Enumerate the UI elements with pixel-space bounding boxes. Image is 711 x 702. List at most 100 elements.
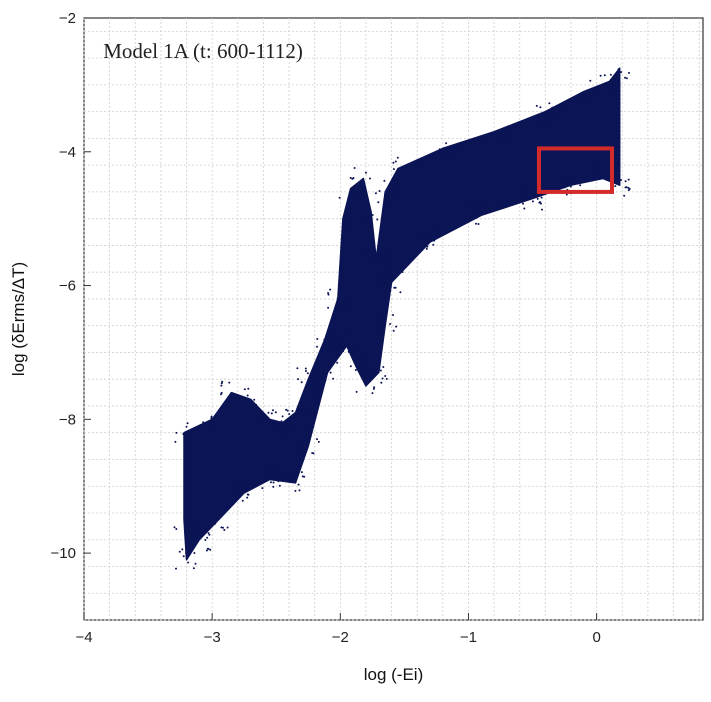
scatter-point — [278, 425, 281, 428]
x-tick-label: −2 — [332, 629, 349, 646]
y-tick-label: −10 — [51, 545, 76, 562]
scatter-point — [315, 387, 318, 389]
scatter-point — [438, 233, 441, 236]
scatter-point — [297, 378, 299, 381]
scatter-point — [383, 249, 386, 252]
scatter-point — [343, 220, 346, 223]
scatter-point — [359, 198, 362, 200]
scatter-point — [375, 258, 378, 261]
scatter-point — [243, 388, 246, 391]
scatter-point — [392, 180, 395, 183]
scatter-point — [303, 475, 306, 478]
scatter-point — [394, 160, 397, 163]
scatter-point — [522, 202, 524, 205]
scatter-point — [627, 186, 630, 189]
scatter-point — [332, 342, 335, 345]
scatter-point — [193, 552, 196, 554]
scatter-point — [277, 480, 280, 483]
scatter-point — [332, 377, 335, 380]
scatter-point — [437, 231, 440, 234]
scatter-point — [338, 343, 341, 345]
scatter-point — [606, 176, 609, 179]
scatter-point — [614, 185, 617, 188]
scatter-point — [401, 271, 404, 273]
scatter-point — [482, 211, 485, 214]
scatter-point — [585, 95, 588, 98]
scatter-point — [220, 384, 223, 387]
scatter-point — [329, 288, 332, 291]
scatter-point — [384, 267, 386, 270]
data-cloud — [173, 67, 631, 570]
scatter-point — [187, 561, 190, 564]
scatter-point — [317, 440, 320, 443]
scatter-point — [571, 178, 574, 181]
scatter-point — [355, 346, 358, 349]
scatter-point — [360, 187, 363, 190]
scatter-point — [220, 393, 222, 396]
scatter-point — [380, 248, 383, 251]
scatter-point — [334, 341, 337, 344]
scatter-point — [382, 254, 385, 257]
scatter-point — [581, 95, 584, 98]
scatter-point — [379, 369, 382, 372]
scatter-point — [368, 214, 371, 217]
scatter-point — [210, 415, 213, 418]
scatter-point — [289, 420, 291, 422]
scatter-point — [372, 376, 375, 379]
scatter-point — [396, 156, 399, 159]
scatter-point — [445, 142, 448, 145]
scatter-point — [483, 206, 486, 209]
scatter-point — [208, 533, 211, 536]
scatter-point — [418, 235, 421, 238]
scatter-point — [609, 73, 612, 76]
ticks: −4 −3 −2 −1 0−10−8−6−4−2 — [51, 10, 601, 646]
scatter-point — [349, 347, 352, 350]
scatter-point — [349, 176, 352, 179]
scatter-point — [270, 412, 273, 415]
scatter-point — [347, 212, 350, 215]
scatter-point — [381, 377, 384, 380]
scatter-point — [255, 403, 258, 406]
scatter-point — [502, 136, 505, 139]
scatter-point — [554, 113, 557, 116]
scatter-point — [352, 352, 355, 355]
scatter-point — [327, 293, 330, 296]
scatter-point — [377, 361, 380, 364]
scatter-point — [178, 550, 181, 553]
scatter-point — [336, 361, 339, 364]
scatter-point — [539, 106, 542, 109]
scatter-point — [270, 419, 273, 422]
scatter-point — [247, 387, 250, 390]
scatter-point — [355, 355, 358, 358]
scatter-point — [272, 485, 275, 488]
scatter-point — [369, 259, 372, 262]
scatter-point — [353, 358, 355, 361]
scatter-point — [288, 413, 291, 415]
scatter-point — [316, 345, 318, 348]
scatter-point — [182, 433, 185, 435]
scatter-point — [271, 409, 274, 412]
scatter-point — [542, 121, 545, 124]
scatter-point — [394, 184, 397, 187]
scatter-point — [330, 341, 332, 344]
scatter-point — [318, 389, 320, 392]
scatter-point — [579, 184, 582, 187]
scatter-point — [296, 367, 299, 370]
scatter-point — [523, 207, 526, 210]
scatter-point — [297, 454, 299, 457]
scatter-point — [620, 179, 622, 182]
scatter-point — [322, 369, 325, 372]
scatter-point — [446, 152, 449, 155]
scatter-point — [315, 367, 318, 369]
scatter-point — [304, 412, 307, 415]
scatter-point — [383, 261, 386, 263]
scatter-point — [596, 177, 599, 180]
scatter-point — [382, 366, 385, 368]
scatter-point — [261, 487, 264, 490]
x-tick-label: −4 — [75, 629, 92, 646]
scatter-point — [330, 338, 333, 341]
scatter-point — [364, 171, 367, 174]
scatter-point — [276, 476, 279, 478]
scatter-point — [385, 377, 388, 380]
scatter-point — [185, 551, 188, 554]
